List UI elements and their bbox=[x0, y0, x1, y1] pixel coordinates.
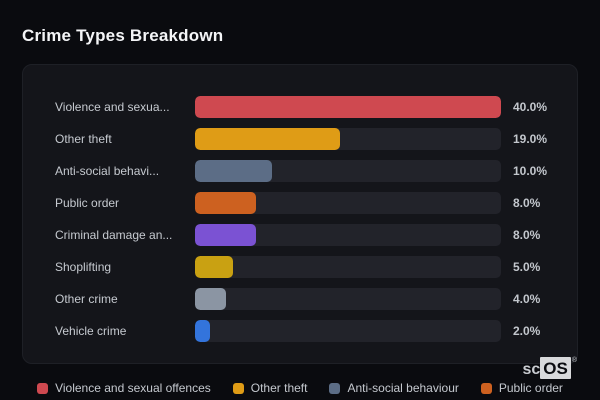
value-label: 5.0% bbox=[513, 260, 541, 274]
bar[interactable] bbox=[195, 256, 234, 278]
bar-track bbox=[195, 256, 501, 278]
bar-track bbox=[195, 288, 501, 310]
legend-swatch-icon bbox=[480, 382, 492, 394]
legend-label: Anti-social behaviour bbox=[347, 381, 459, 395]
category-label: Violence and sexua... bbox=[55, 100, 170, 114]
bar[interactable] bbox=[195, 224, 257, 246]
legend-item[interactable]: Other theft bbox=[232, 381, 308, 395]
chart-row: Vehicle crime 2.0% bbox=[55, 315, 555, 347]
legend-item[interactable]: Public order bbox=[480, 381, 563, 395]
value-label: 8.0% bbox=[513, 228, 541, 242]
page-title: Crime Types Breakdown bbox=[22, 26, 224, 45]
value-label: 19.0% bbox=[513, 132, 548, 146]
bar[interactable] bbox=[195, 320, 211, 342]
bar[interactable] bbox=[195, 192, 257, 214]
chart-row: Public order 8.0% bbox=[55, 187, 555, 219]
value-label: 10.0% bbox=[513, 164, 548, 178]
chart-row: Violence and sexua... 40.0% bbox=[55, 91, 555, 123]
scos-logo-prefix: sc bbox=[522, 361, 541, 378]
bar-track bbox=[195, 320, 501, 342]
bar-chart: Violence and sexua... 40.0% Other theft … bbox=[23, 65, 577, 347]
category-label: Other crime bbox=[55, 292, 118, 306]
legend-item[interactable]: Anti-social behaviour bbox=[329, 381, 459, 395]
chart-row: Anti-social behavi... 10.0% bbox=[55, 155, 555, 187]
chart-row: Other theft 19.0% bbox=[55, 123, 555, 155]
legend-label: Violence and sexual offences bbox=[55, 381, 211, 395]
legend-label: Other theft bbox=[250, 381, 308, 395]
legend-item[interactable]: Violence and sexual offences bbox=[37, 381, 211, 395]
bar-track bbox=[195, 128, 501, 150]
value-label: 4.0% bbox=[513, 292, 541, 306]
bar[interactable] bbox=[195, 128, 341, 150]
category-label: Criminal damage an... bbox=[55, 228, 173, 242]
value-label: 2.0% bbox=[513, 324, 541, 338]
bar[interactable] bbox=[195, 288, 226, 310]
category-label: Anti-social behavi... bbox=[55, 164, 160, 178]
bar-track bbox=[195, 224, 501, 246]
chart-panel: Violence and sexua... 40.0% Other theft … bbox=[22, 64, 578, 364]
legend-swatch-icon bbox=[37, 382, 49, 394]
legend-label: Public order bbox=[498, 381, 563, 395]
scos-logo-box: OS bbox=[540, 357, 571, 379]
legend-swatch-icon bbox=[232, 382, 244, 394]
category-label: Shoplifting bbox=[55, 260, 112, 274]
category-label: Vehicle crime bbox=[55, 324, 127, 338]
category-label: Other theft bbox=[55, 132, 112, 146]
category-label: Public order bbox=[55, 196, 120, 210]
chart-row: Other crime 4.0% bbox=[55, 283, 555, 315]
value-label: 8.0% bbox=[513, 196, 541, 210]
bar-track bbox=[195, 160, 501, 182]
value-label: 40.0% bbox=[513, 100, 548, 114]
scos-logo: sc OS ® bbox=[522, 357, 577, 379]
bar-track bbox=[195, 192, 501, 214]
chart-row: Criminal damage an... 8.0% bbox=[55, 219, 555, 251]
registered-trademark-icon: ® bbox=[571, 357, 577, 364]
chart-row: Shoplifting 5.0% bbox=[55, 251, 555, 283]
bar-track bbox=[195, 96, 501, 118]
bar[interactable] bbox=[195, 96, 501, 118]
bar[interactable] bbox=[195, 160, 272, 182]
legend: Violence and sexual offences Other theft… bbox=[0, 381, 600, 395]
legend-swatch-icon bbox=[329, 382, 341, 394]
